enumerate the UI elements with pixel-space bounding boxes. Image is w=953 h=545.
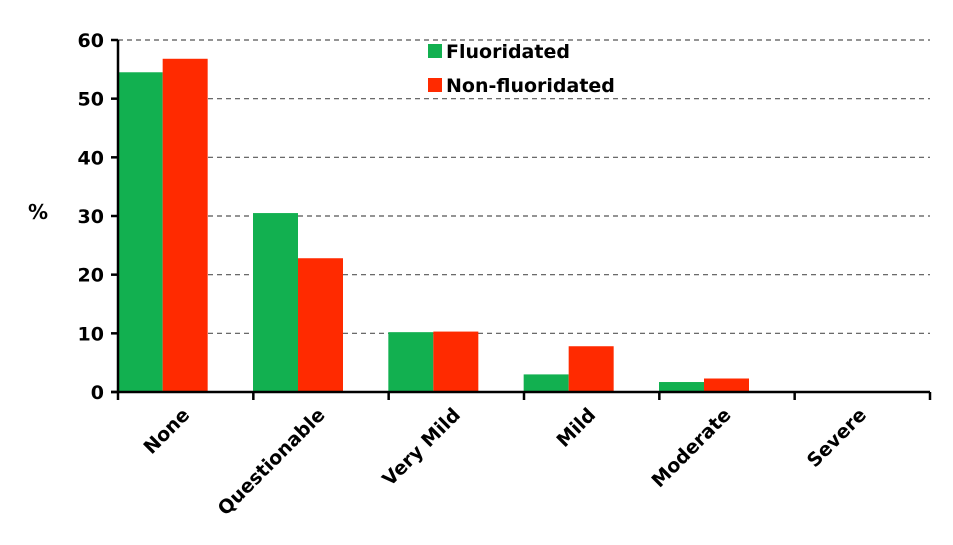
x-category-label: Moderate xyxy=(647,404,735,492)
y-tick-label: 10 xyxy=(78,323,104,345)
y-tick-label: 50 xyxy=(78,89,104,111)
bar-non-fluoridated-very-mild xyxy=(433,331,479,392)
bar-non-fluoridated-questionable xyxy=(298,258,343,392)
bar-fluoridated-mild xyxy=(523,374,569,392)
bar-fluoridated-very-mild xyxy=(388,332,434,392)
legend-label: Non-fluoridated xyxy=(446,75,615,97)
y-tick-label: 20 xyxy=(78,265,104,287)
bars xyxy=(117,58,749,393)
bar-fluoridated-moderate xyxy=(659,382,704,392)
bar-fluoridated-questionable xyxy=(253,213,298,392)
x-category-label: Severe xyxy=(803,404,871,472)
bar-non-fluoridated-mild xyxy=(568,346,614,392)
x-category-label: Questionable xyxy=(214,404,330,520)
legend-label: Fluoridated xyxy=(446,41,570,63)
legend: Fluoridated Non-fluoridated xyxy=(428,41,615,97)
x-category-label: None xyxy=(139,404,194,459)
y-tick-label: 60 xyxy=(78,30,104,52)
y-tick-label: 0 xyxy=(91,382,104,404)
y-tick-label: 30 xyxy=(78,206,104,228)
x-category-label: Mild xyxy=(552,404,600,452)
x-category-label: Very Mild xyxy=(378,404,465,491)
y-axis-label: % xyxy=(28,200,48,224)
legend-swatch xyxy=(428,44,442,58)
y-tick-label: 40 xyxy=(78,147,104,169)
bar-non-fluoridated-none xyxy=(162,58,208,392)
bar-fluoridated-none xyxy=(117,72,163,393)
legend-swatch xyxy=(428,78,442,92)
bar-non-fluoridated-moderate xyxy=(704,378,749,392)
